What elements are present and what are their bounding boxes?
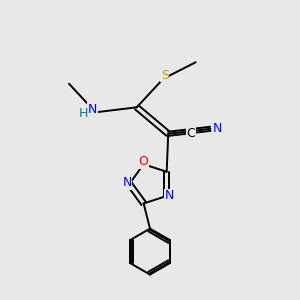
Text: N: N [213,122,222,135]
Text: N: N [122,176,132,189]
Text: C: C [186,128,195,140]
Text: O: O [139,155,148,168]
Text: S: S [161,69,169,82]
Text: N: N [88,103,97,116]
Text: N: N [165,190,174,202]
Text: H: H [79,107,88,120]
